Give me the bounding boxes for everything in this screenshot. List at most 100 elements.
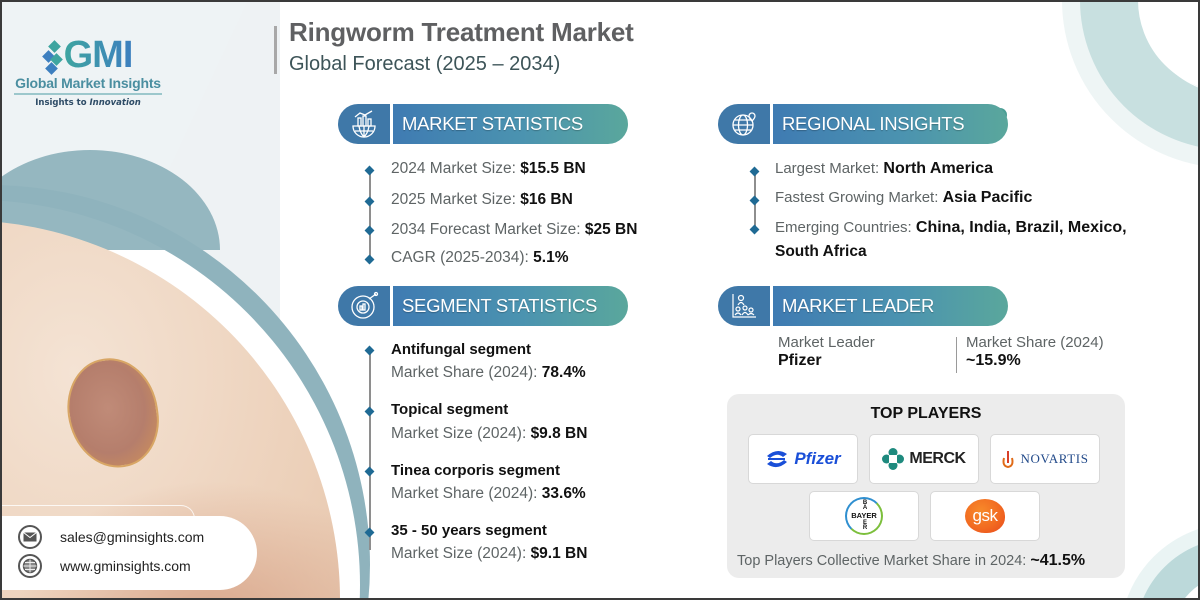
stat-value: $16 BN xyxy=(520,191,573,208)
emerging-countries: Emerging Countries: China, India, Brazil… xyxy=(775,219,1127,237)
market-share-value: ~15.9% xyxy=(966,352,1021,369)
gsk-emblem-icon: gsk xyxy=(965,499,1005,533)
segment-name: Tinea corporis segment xyxy=(391,462,560,479)
region-value: Asia Pacific xyxy=(942,189,1033,206)
stat-value: 5.1% xyxy=(533,249,569,266)
market-leader-label: Market Leader xyxy=(778,334,875,351)
people-chart-icon xyxy=(718,286,770,326)
brand-tagline: Insights to Innovation xyxy=(14,98,162,108)
merck-logo[interactable]: MERCK xyxy=(869,434,979,484)
stat-label: 2034 Forecast Market Size: xyxy=(391,221,585,238)
section-title: SEGMENT STATISTICS xyxy=(393,286,628,326)
bullet-icon xyxy=(364,196,375,207)
tagline-emphasis: Innovation xyxy=(89,98,141,108)
bullet-icon xyxy=(364,345,375,356)
timeline-line xyxy=(369,170,371,260)
segment-metric: Market Share (2024): 33.6% xyxy=(391,485,586,503)
region-label: Emerging Countries: xyxy=(775,219,916,236)
page-subtitle: Global Forecast (2025 – 2034) xyxy=(289,53,561,75)
stat-2024-market-size: 2024 Market Size: $15.5 BN xyxy=(391,160,586,178)
logo-text: MERCK xyxy=(909,450,966,467)
bullet-icon xyxy=(364,165,375,176)
diamond-icon xyxy=(41,40,63,75)
logo-text: gsk xyxy=(972,506,998,525)
website-row[interactable]: www.gminsights.com xyxy=(18,554,191,578)
logo-text: NOVARTIS xyxy=(1020,451,1089,466)
globe-icon xyxy=(18,554,42,578)
stat-label: 2025 Market Size: xyxy=(391,191,521,208)
segment-metric: Market Size (2024): $9.8 BN xyxy=(391,425,587,443)
header-gap xyxy=(390,104,393,144)
header-gap xyxy=(770,104,773,144)
segment-name: 35 - 50 years segment xyxy=(391,522,547,539)
region-label: Fastest Growing Market: xyxy=(775,189,943,206)
bullet-icon xyxy=(749,224,760,235)
email-row[interactable]: sales@gminsights.com xyxy=(18,525,204,549)
segment-metric: Market Size (2024): $9.1 BN xyxy=(391,545,587,563)
top-players-card: TOP PLAYERS Pfizer MERCK NOVARTIS BAYER … xyxy=(727,394,1125,578)
logo-text: BAYER xyxy=(851,511,877,520)
region-label: Largest Market: xyxy=(775,160,884,177)
market-statistics-header: MARKET STATISTICS xyxy=(338,104,628,144)
logo-divider xyxy=(14,93,162,95)
segment-statistics-header: SEGMENT STATISTICS xyxy=(338,286,628,326)
metric-label: Market Share (2024): xyxy=(391,485,542,502)
top-players-collective-share: Top Players Collective Market Share in 2… xyxy=(737,552,1085,570)
regional-insights-header: REGIONAL INSIGHTS xyxy=(718,104,1008,144)
region-value: North America xyxy=(883,160,994,177)
metric-label: Market Share (2024): xyxy=(391,364,542,381)
novartis-logo[interactable]: NOVARTIS xyxy=(990,434,1100,484)
merck-emblem-icon xyxy=(882,448,905,470)
segment-name: Antifungal segment xyxy=(391,341,532,358)
pfizer-swirl-icon xyxy=(767,450,788,468)
section-title: REGIONAL INSIGHTS xyxy=(773,104,1008,144)
bullet-icon xyxy=(749,166,760,177)
metric-value: 78.4% xyxy=(541,364,586,381)
email-link[interactable]: sales@gminsights.com xyxy=(60,529,205,545)
metric-value: 33.6% xyxy=(541,485,586,502)
bullet-icon xyxy=(364,406,375,417)
bullet-icon xyxy=(364,466,375,477)
pie-chart-target-icon xyxy=(338,286,390,326)
gmi-logo[interactable]: GMI Global Market Insights Insights to I… xyxy=(14,34,162,108)
collective-share-value: ~41.5% xyxy=(1030,552,1086,569)
metric-value: $9.1 BN xyxy=(530,545,588,562)
globe-chart-icon xyxy=(338,104,390,144)
segment-metric: Market Share (2024): 78.4% xyxy=(391,364,586,382)
stat-2025-market-size: 2025 Market Size: $16 BN xyxy=(391,191,573,209)
section-title: MARKET STATISTICS xyxy=(393,104,628,144)
novartis-flame-icon xyxy=(1002,451,1014,469)
emerging-countries-continued: South Africa xyxy=(775,243,867,260)
stat-label: CAGR (2025-2034): xyxy=(391,249,534,266)
section-title: MARKET LEADER xyxy=(773,286,1008,326)
stat-value: $15.5 BN xyxy=(520,160,586,177)
bullet-icon xyxy=(749,195,760,206)
market-leader-header: MARKET LEADER xyxy=(718,286,1008,326)
largest-market: Largest Market: North America xyxy=(775,160,993,178)
segment-name: Topical segment xyxy=(391,401,509,418)
header-gap xyxy=(770,286,773,326)
stat-2034-forecast-size: 2034 Forecast Market Size: $25 BN xyxy=(391,221,637,239)
globe-pin-icon xyxy=(718,104,770,144)
market-leader-value: Pfizer xyxy=(778,352,822,369)
timeline-line xyxy=(369,350,371,550)
leader-divider xyxy=(956,337,957,373)
stat-cagr: CAGR (2025-2034): 5.1% xyxy=(391,249,569,267)
metric-value: $9.8 BN xyxy=(530,425,588,442)
logo-text: Pfizer xyxy=(794,449,841,468)
gsk-logo[interactable]: gsk xyxy=(930,491,1040,541)
header-gap xyxy=(390,286,393,326)
mail-icon xyxy=(18,525,42,549)
pfizer-logo[interactable]: Pfizer xyxy=(748,434,858,484)
website-link[interactable]: www.gminsights.com xyxy=(60,558,191,574)
collective-share-label: Top Players Collective Market Share in 2… xyxy=(737,553,1031,569)
tagline-prefix: Insights to xyxy=(35,98,90,108)
fastest-growing-market: Fastest Growing Market: Asia Pacific xyxy=(775,189,1032,207)
top-players-title: TOP PLAYERS xyxy=(870,405,982,422)
metric-label: Market Size (2024): xyxy=(391,425,531,442)
page-title: Ringworm Treatment Market xyxy=(289,17,634,47)
brand-name: Global Market Insights xyxy=(15,75,161,91)
